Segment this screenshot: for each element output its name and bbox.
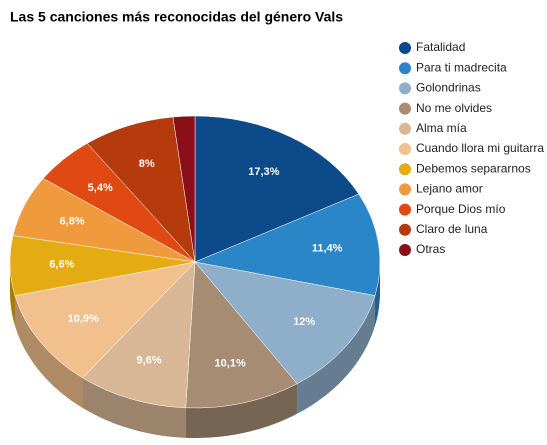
pie-slice — [194, 115, 360, 263]
legend-label: Golondrinas — [416, 81, 481, 95]
pie-side — [185, 383, 298, 438]
legend-label: Claro de luna — [416, 222, 488, 236]
pie-side — [297, 295, 376, 414]
legend-swatch — [399, 122, 411, 135]
legend-swatch — [399, 244, 411, 256]
legend-label: Para ti madrecita — [416, 60, 507, 74]
legend-label: Debemos separarnos — [416, 161, 531, 175]
legend-swatch — [399, 143, 411, 155]
legend-label: Otras — [416, 242, 445, 256]
pie-side — [375, 262, 380, 326]
legend-swatch — [399, 82, 411, 95]
pie-slice — [185, 261, 298, 409]
pie-slice — [82, 261, 196, 409]
pie-slice — [194, 261, 376, 385]
legend-label: Porque Dios mío — [416, 202, 506, 216]
pie-side — [82, 377, 186, 438]
legend-swatch — [399, 223, 411, 236]
data-label: 8% — [139, 158, 155, 170]
legend-swatch — [399, 203, 411, 216]
data-label: 6,8% — [60, 215, 85, 227]
legend-label: Alma mía — [416, 121, 467, 135]
legend-swatch — [399, 183, 411, 196]
data-label: 11,4% — [312, 243, 343, 255]
legend-label: Cuando llora mi guitarra — [416, 141, 544, 155]
legend-swatch — [399, 62, 411, 75]
pie-side — [10, 262, 15, 326]
legend-swatch — [399, 102, 411, 115]
legend-swatch — [399, 163, 411, 176]
pie-slice — [194, 193, 381, 296]
data-label: 10,9% — [68, 313, 99, 325]
pie-slice — [86, 116, 196, 263]
legend-label: No me olvides — [416, 101, 492, 115]
data-label: 12% — [293, 316, 315, 328]
data-label: 5,4% — [88, 182, 113, 194]
data-label: 17,3% — [248, 166, 279, 178]
pie-slice — [172, 115, 196, 263]
legend-label: Fatalidad — [416, 40, 465, 54]
chart-title: Las 5 canciones más reconocidas del géne… — [10, 9, 343, 25]
data-label: 10,1% — [215, 357, 246, 369]
pie-slice — [14, 261, 196, 379]
data-label: 9,6% — [137, 355, 162, 367]
legend-label: Lejano amor — [416, 182, 483, 196]
legend-swatch — [399, 42, 411, 54]
data-label: 6,6% — [49, 259, 74, 271]
